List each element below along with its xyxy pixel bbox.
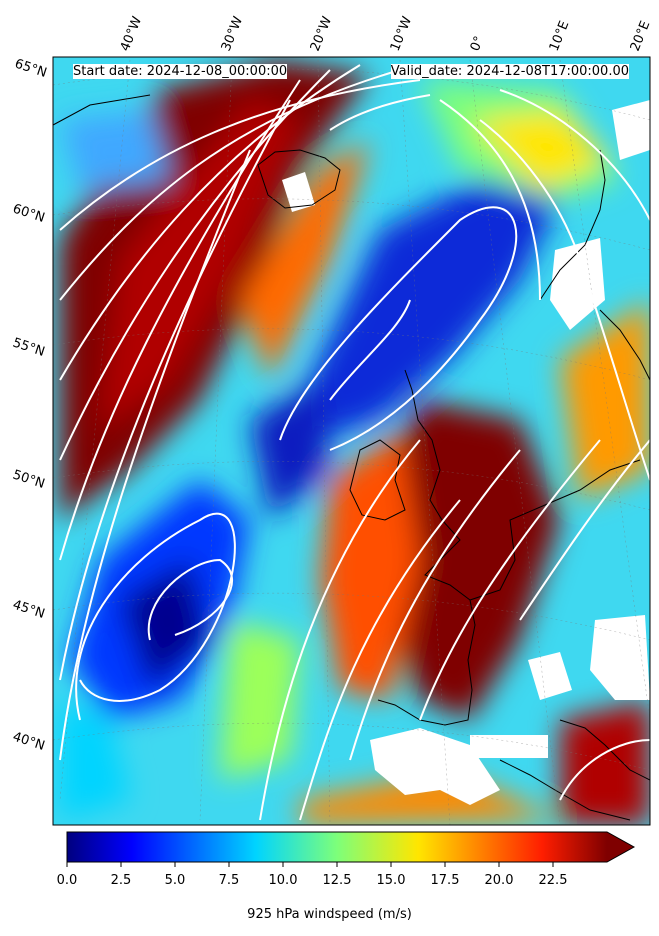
lat-label-55n: 55°N [11,336,47,360]
lon-label-10e: 10°E [547,19,573,54]
colorbar-tick-label: 2.5 [111,873,132,888]
start-date-label: Start date: 2024-12-08_00:00:00 [73,64,287,79]
lat-label-60n: 60°N [11,202,47,226]
colorbar-tick-label: 12.5 [323,873,352,888]
colorbar-tick-label: 22.5 [539,873,568,888]
colorbar-tick-label: 5.0 [165,873,186,888]
lon-label-20e: 20°E [628,19,654,54]
colorbar-tick-label: 20.0 [485,873,514,888]
lon-label-10w: 10°W [388,14,415,53]
lon-label-0: 0° [468,34,487,53]
lat-label-50n: 50°N [11,468,47,492]
lat-label-65n: 65°N [13,57,49,81]
colorbar: 0.0 2.5 5.0 7.5 10.0 12.5 15.0 17.5 20.0 22.5 [57,832,634,888]
latitude-labels: 65°N 60°N 55°N 50°N 45°N 40°N [11,57,49,754]
lat-label-40n: 40°N [11,730,47,754]
colorbar-tick-label: 0.0 [57,873,78,888]
colorbar-extend-arrow [607,832,634,862]
colorbar-tick-label: 7.5 [219,873,240,888]
lon-label-20w: 20°W [308,14,335,53]
colorbar-tick-label: 15.0 [377,873,406,888]
longitude-labels: 40°W 30°W 20°W 10°W 0° 10°E 20°E [118,14,654,53]
colorbar-gradient [67,832,607,862]
lon-label-30w: 30°W [219,14,246,53]
colorbar-tick-label: 10.0 [269,873,298,888]
valid-date-label: Valid_date: 2024-12-08T17:00:00.00 [391,64,629,79]
colorbar-tick-label: 17.5 [431,873,460,888]
lon-label-40w: 40°W [118,14,145,53]
lat-label-45n: 45°N [11,598,47,622]
colorbar-title: 925 hPa windspeed (m/s) [0,907,659,922]
colorbar-ticks: 0.0 2.5 5.0 7.5 10.0 12.5 15.0 17.5 20.0 22.5 [57,862,568,888]
